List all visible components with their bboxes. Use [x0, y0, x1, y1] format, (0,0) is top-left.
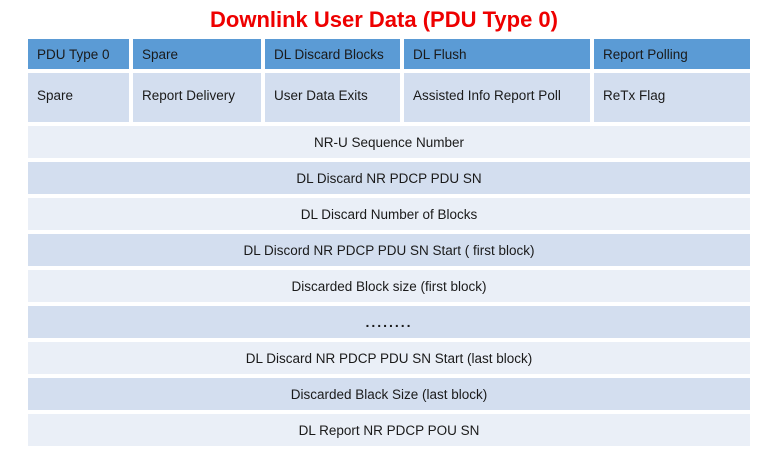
header-cell-dl-discard-blocks: DL Discard Blocks [265, 39, 400, 69]
table-row-flags: Spare Report Delivery User Data Exits As… [28, 73, 750, 122]
cell-nru-sequence-number: NR-U Sequence Number [28, 126, 750, 158]
cell-retx-flag: ReTx Flag [594, 73, 750, 122]
cell-assisted-info-report-poll: Assisted Info Report Poll [404, 73, 590, 122]
table-row-dl-discard-nr-pdcp-pdu-sn: DL Discard NR PDCP PDU SN [28, 162, 750, 194]
table-header-row: PDU Type 0 Spare DL Discard Blocks DL Fl… [28, 39, 750, 69]
cell-discarded-block-size-first-block: Discarded Block size (first block) [28, 270, 750, 302]
cell-dl-discord-sn-start-first-block: DL Discord NR PDCP PDU SN Start ( first … [28, 234, 750, 266]
cell-ellipsis-dots: ........ [28, 306, 750, 338]
table-row-dl-discard-number-of-blocks: DL Discard Number of Blocks [28, 198, 750, 230]
table-row-discarded-block-size-first-block: Discarded Block size (first block) [28, 270, 750, 302]
table-row-dl-discord-sn-start-first-block: DL Discord NR PDCP PDU SN Start ( first … [28, 234, 750, 266]
pdu-structure-table: PDU Type 0 Spare DL Discard Blocks DL Fl… [24, 35, 754, 450]
table-row-dl-report-nr-pdcp-pou-sn: DL Report NR PDCP POU SN [28, 414, 750, 446]
header-cell-spare: Spare [133, 39, 261, 69]
cell-dl-discard-sn-start-last-block: DL Discard NR PDCP PDU SN Start (last bl… [28, 342, 750, 374]
cell-dl-discard-nr-pdcp-pdu-sn: DL Discard NR PDCP PDU SN [28, 162, 750, 194]
header-cell-dl-flush: DL Flush [404, 39, 590, 69]
cell-spare: Spare [28, 73, 129, 122]
header-cell-report-polling: Report Polling [594, 39, 750, 69]
cell-discarded-black-size-last-block: Discarded Black Size (last block) [28, 378, 750, 410]
header-cell-pdu-type-0: PDU Type 0 [28, 39, 129, 69]
table-row-nru-sequence-number: NR-U Sequence Number [28, 126, 750, 158]
cell-dl-discard-number-of-blocks: DL Discard Number of Blocks [28, 198, 750, 230]
cell-dl-report-nr-pdcp-pou-sn: DL Report NR PDCP POU SN [28, 414, 750, 446]
table-row-ellipsis: ........ [28, 306, 750, 338]
cell-user-data-exits: User Data Exits [265, 73, 400, 122]
cell-report-delivery: Report Delivery [133, 73, 261, 122]
page-title: Downlink User Data (PDU Type 0) [210, 7, 558, 32]
table-row-discarded-black-size-last-block: Discarded Black Size (last block) [28, 378, 750, 410]
table-row-dl-discard-sn-start-last-block: DL Discard NR PDCP PDU SN Start (last bl… [28, 342, 750, 374]
